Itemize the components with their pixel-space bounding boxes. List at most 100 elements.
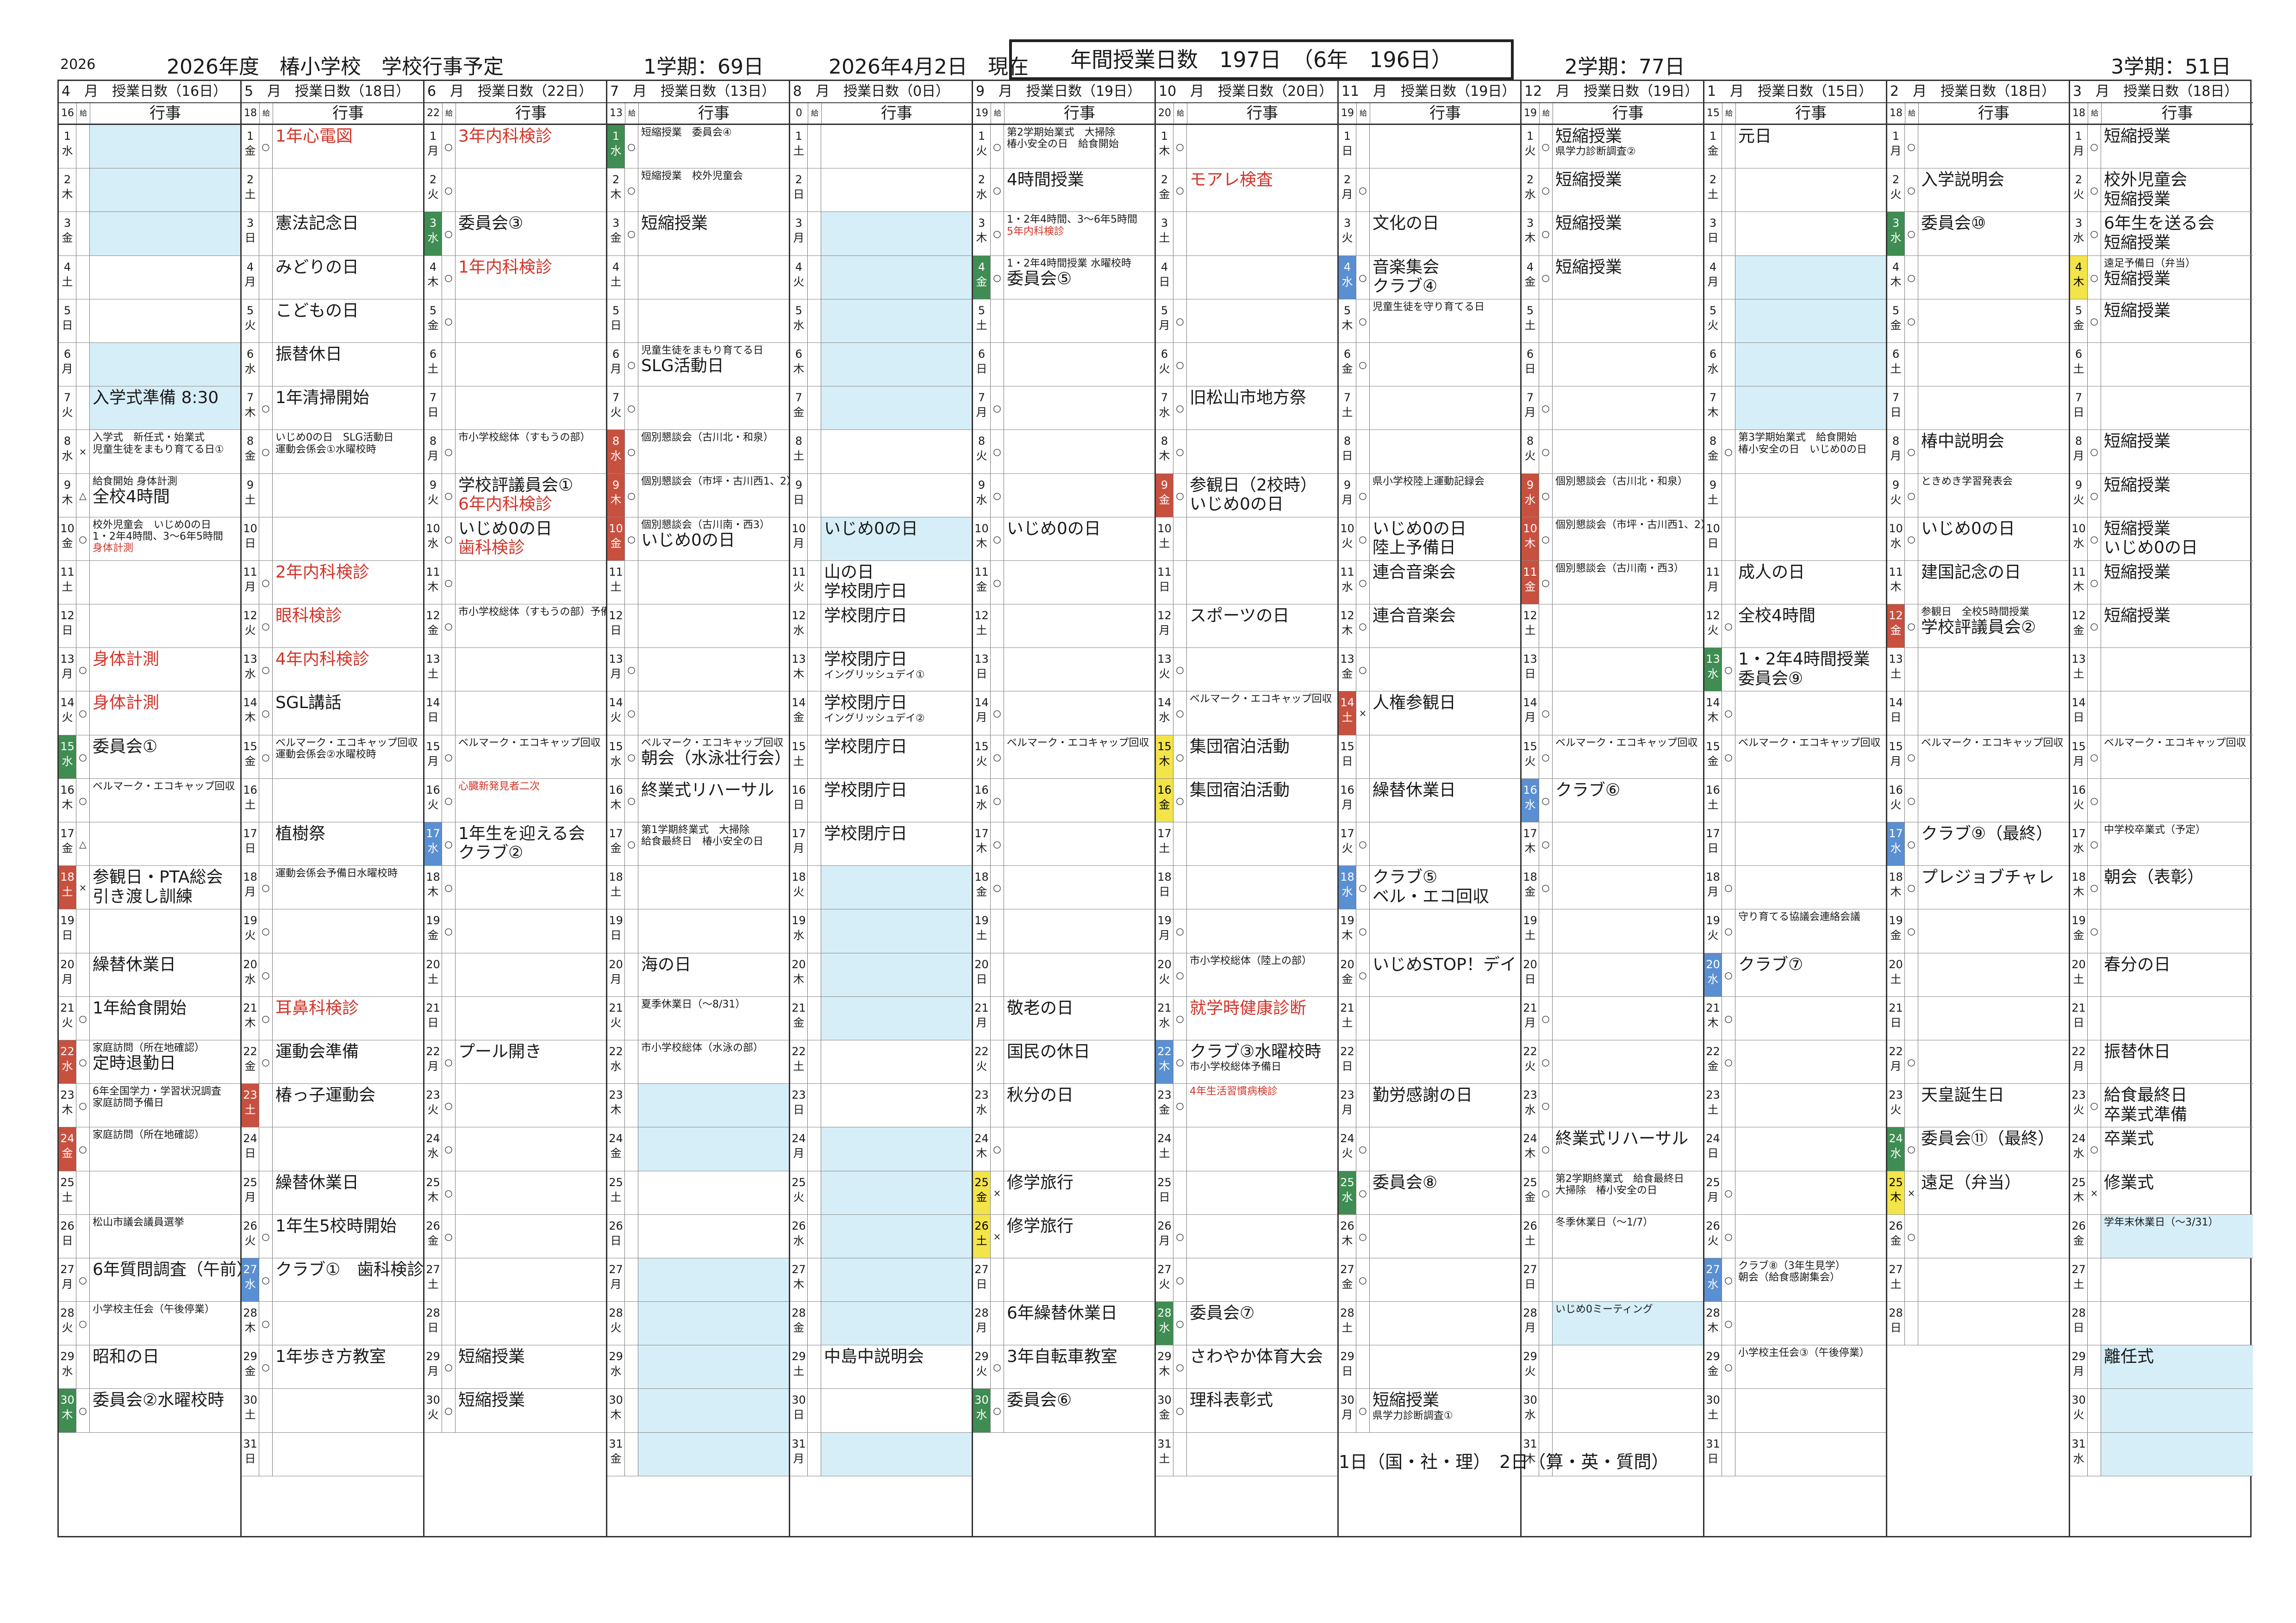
day-row: 4 金 ○ 短縮授業	[1522, 255, 1703, 299]
weekday: 木	[976, 1147, 987, 1160]
event-cell	[1735, 342, 1886, 386]
day-cell: 22 土	[790, 1040, 808, 1084]
day-number: 17	[1157, 827, 1172, 840]
day-cell: 19 金	[1887, 909, 1905, 953]
day-number: 15	[1340, 740, 1354, 753]
lunch-mark	[808, 866, 821, 909]
weekday: 月	[1524, 711, 1536, 724]
day-row: 20 土春分の日	[2070, 953, 2253, 997]
day-number: 4	[63, 260, 71, 274]
day-number: 5	[795, 304, 803, 317]
day-cell: 18 月	[242, 866, 259, 909]
weekday: 木	[1707, 1016, 1719, 1029]
day-row: 9 火 ○ 短縮授業	[2070, 473, 2253, 517]
day-number: 13	[1340, 653, 1354, 666]
day-number: 20	[1889, 958, 1903, 971]
lunch-mark	[808, 342, 821, 386]
lunch-mark: ○	[2088, 212, 2101, 255]
weekday: 日	[793, 493, 805, 506]
lunch-mark: ○	[625, 168, 638, 212]
day-row: 17 土	[1156, 822, 1337, 866]
kyushoku-header: 給	[260, 103, 273, 124]
lunch-mark: ○	[442, 1345, 455, 1389]
event-text: 運動会係会②水曜校時	[275, 748, 376, 760]
day-cell: 28 火	[59, 1302, 76, 1345]
day-row: 2 月 ○	[1339, 168, 1520, 212]
month-subheader: 16 給行事	[59, 103, 240, 125]
day-row: 14 月 ○	[973, 691, 1154, 735]
event-cell: 短縮授業 県学力診断調査①	[1370, 1389, 1520, 1432]
day-cell: 25 日	[1156, 1171, 1173, 1214]
lunch-mark	[2088, 342, 2101, 386]
day-cell: 31 金	[607, 1432, 625, 1476]
day-row: 26 火 ○	[1704, 1214, 1886, 1258]
lunch-mark	[1722, 125, 1735, 168]
lunch-mark	[1173, 1127, 1187, 1171]
day-row: 20 土	[1887, 953, 2069, 997]
event-cell: 人権参観日	[1370, 691, 1520, 734]
day-number: 2	[795, 173, 803, 187]
weekday: 土	[1524, 1234, 1536, 1247]
day-cell: 24 木	[973, 1127, 991, 1171]
event-cell: クラブ① 歯科検診	[273, 1258, 423, 1301]
lunch-mark	[808, 648, 821, 691]
day-number: 27	[243, 1262, 257, 1276]
day-row: 14 水 ○ ベルマーク・エコキャップ回収	[1156, 691, 1337, 735]
day-row: 30 日	[790, 1389, 972, 1433]
weekday: 日	[244, 231, 256, 245]
month-header: 2 月 授業日数（18日）	[1887, 81, 2069, 103]
weekday: 月	[2073, 449, 2084, 463]
lunch-mark: ○	[259, 735, 273, 778]
event-cell: ベルマーク・エコキャップ回収	[1735, 735, 1886, 778]
weekday: 土	[1707, 1103, 1719, 1117]
weekday: 日	[1890, 1321, 1902, 1335]
day-number: 29	[1340, 1350, 1354, 1363]
day-cell: 23 水	[1522, 1084, 1539, 1127]
day-row: 17 月学校閉庁日	[790, 822, 972, 866]
event-cell	[1187, 125, 1337, 168]
month-header: 7 月 授業日数（13日）	[607, 81, 789, 103]
day-row: 14 木 ○	[1704, 691, 1886, 735]
event-cell	[90, 256, 240, 299]
weekday: 火	[244, 624, 256, 637]
lunch-mark: ○	[2088, 778, 2101, 822]
event-cell: 参観日・PTA総会 引き渡し訓練	[90, 866, 240, 909]
event-cell	[2101, 1389, 2253, 1432]
event-cell: 第2学期始業式 大掃除 椿小安全の日 給食開始	[1004, 125, 1154, 168]
day-cell: 11 金	[1522, 560, 1539, 604]
day-row: 28 木 ○	[242, 1302, 423, 1346]
weekday: 月	[1524, 406, 1536, 419]
event-cell	[638, 691, 789, 734]
lunch-mark: ○	[1722, 1040, 1735, 1084]
day-row: 25 土	[607, 1171, 789, 1215]
day-cell: 10 土	[1156, 517, 1173, 560]
day-cell: 25 金	[1522, 1171, 1539, 1214]
day-number: 16	[60, 783, 75, 796]
lunch-mark	[2088, 691, 2101, 735]
weekday: 火	[1341, 1147, 1353, 1160]
day-number: 24	[792, 1132, 806, 1145]
day-number: 14	[60, 696, 75, 709]
weekday: 水	[1890, 536, 1902, 550]
event-text: 朝会（表彰）	[2104, 868, 2204, 887]
day-row: 29 土中島中説明会	[790, 1345, 972, 1389]
day-number: 15	[1889, 740, 1903, 753]
weekday: 日	[2073, 1016, 2084, 1029]
day-number: 21	[2071, 1001, 2086, 1014]
lunch-mark: ○	[991, 560, 1004, 604]
weekday: 水	[427, 1147, 439, 1160]
day-number: 20	[1157, 958, 1172, 971]
lunch-mark	[1539, 1432, 1553, 1476]
event-cell: 小学校主任会③（午後停業）	[1735, 1345, 1886, 1388]
day-number: 23	[60, 1088, 75, 1102]
event-cell	[1553, 1040, 1703, 1083]
day-row: 19 金 ○	[1887, 909, 2069, 953]
day-number: 7	[1343, 391, 1351, 404]
day-row: 21 月 ○	[1522, 996, 1703, 1040]
weekday: 金	[610, 536, 622, 550]
weekday: 日	[244, 842, 256, 855]
day-number: 10	[792, 522, 806, 535]
